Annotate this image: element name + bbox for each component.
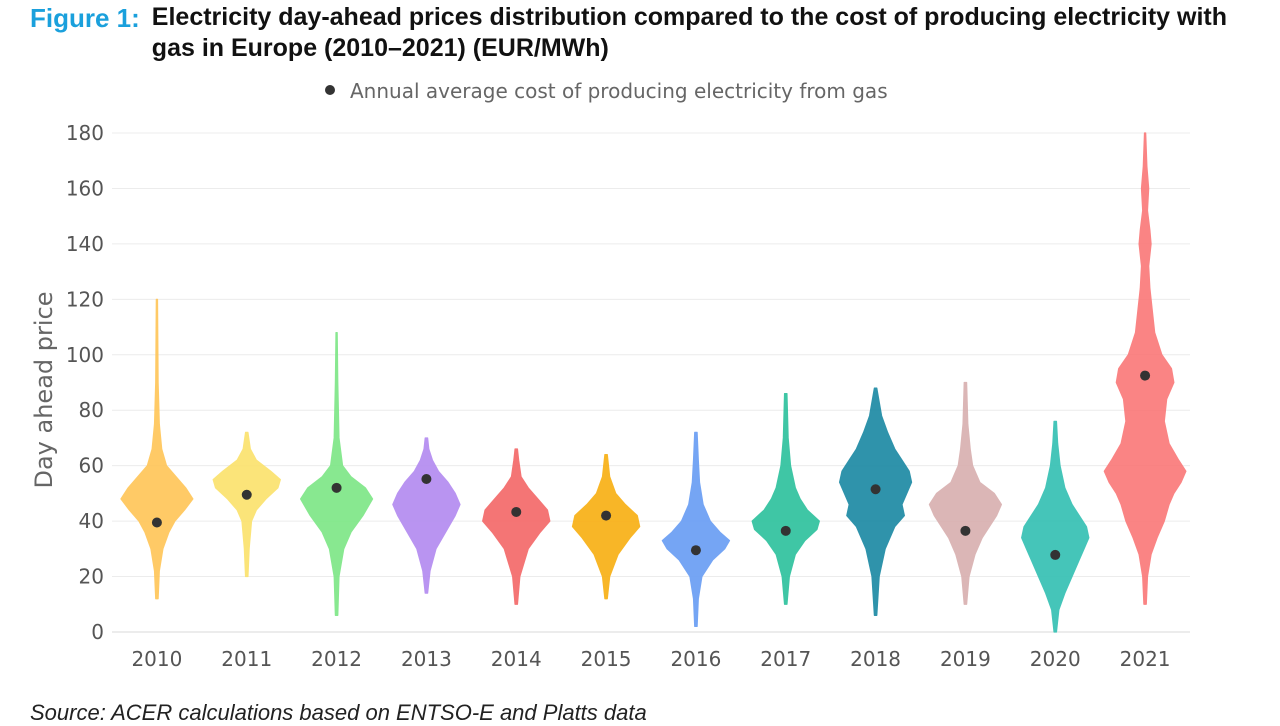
y-tick-label: 140 — [66, 232, 104, 256]
violin-2020 — [1021, 420, 1090, 633]
gas-cost-marker-2019 — [960, 525, 971, 536]
source-note: Source: ACER calculations based on ENTSO… — [30, 700, 647, 725]
y-tick-label: 100 — [66, 343, 104, 367]
violin-2019 — [928, 381, 1003, 605]
figure-title: Electricity day-ahead prices distributio… — [151, 3, 1228, 62]
x-tick-label: 2020 — [1030, 647, 1081, 671]
violin-2016 — [661, 431, 731, 628]
gas-cost-marker-2018 — [870, 484, 881, 495]
x-tick-label: 2018 — [850, 647, 901, 671]
gas-cost-marker-2016 — [690, 545, 701, 556]
x-tick-label: 2012 — [311, 647, 362, 671]
y-tick-label: 40 — [79, 509, 104, 533]
violin-2021 — [1103, 132, 1187, 605]
violin-2010 — [120, 298, 194, 600]
violin-2018 — [838, 387, 913, 616]
y-tick-label: 120 — [66, 287, 104, 311]
x-tick-label: 2016 — [670, 647, 721, 671]
y-tick-label: 160 — [66, 176, 104, 200]
violin-2015 — [571, 453, 641, 600]
gas-cost-marker-2020 — [1050, 549, 1061, 560]
y-tick-label: 60 — [79, 454, 104, 478]
x-tick-label: 2017 — [760, 647, 811, 671]
y-axis-title: Day ahead price — [30, 291, 58, 488]
x-tick-label: 2013 — [401, 647, 452, 671]
x-tick-label: 2021 — [1120, 647, 1171, 671]
x-tick-label: 2010 — [131, 647, 182, 671]
gas-cost-marker-2021 — [1140, 370, 1151, 381]
gas-cost-marker-2013 — [421, 473, 432, 484]
legend-label: Annual average cost of producing electri… — [350, 79, 888, 103]
legend-marker — [325, 85, 335, 95]
x-tick-label: 2014 — [491, 647, 542, 671]
y-tick-label: 80 — [79, 398, 104, 422]
x-tick-label: 2019 — [940, 647, 991, 671]
gas-cost-marker-2017 — [780, 525, 791, 536]
y-tick-label: 0 — [91, 620, 104, 644]
x-tick-label: 2011 — [221, 647, 272, 671]
gas-cost-marker-2014 — [511, 506, 522, 517]
x-axis-ticks: 2010 2011 2012 2013 2014 2015 2016 2017 2018 2019… — [131, 647, 1170, 671]
violin-2012 — [299, 332, 374, 616]
gas-cost-marker-2012 — [331, 482, 342, 493]
gridlines — [112, 132, 1190, 633]
violin-2011 — [212, 431, 281, 578]
violin-2014 — [482, 448, 551, 605]
gas-cost-marker-2011 — [241, 489, 252, 500]
gas-cost-marker-2010 — [151, 517, 162, 528]
violins — [120, 132, 1187, 633]
x-tick-label: 2015 — [581, 647, 632, 671]
y-tick-label: 180 — [66, 121, 104, 145]
gas-cost-marker-2015 — [601, 510, 612, 521]
violin-2013 — [392, 437, 461, 594]
figure-header: Figure 1: Electricity day-ahead prices d… — [30, 2, 1260, 64]
legend: Annual average cost of producing electri… — [325, 79, 888, 103]
y-axis-ticks: 0 20 40 60 80 100 120 140 160 180 — [66, 121, 104, 644]
y-tick-label: 20 — [79, 565, 104, 589]
figure-label: Figure 1: — [30, 3, 140, 33]
violin-2017 — [751, 392, 820, 605]
